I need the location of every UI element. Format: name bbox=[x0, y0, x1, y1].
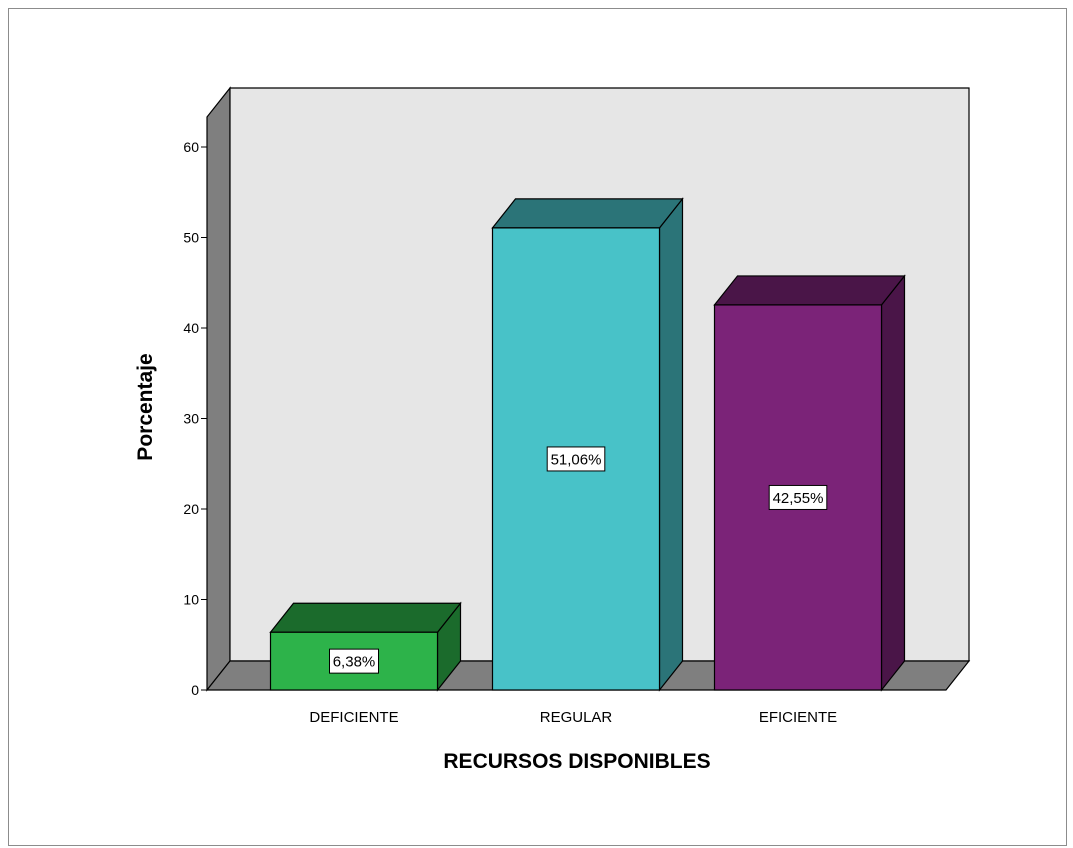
plot-side-wall bbox=[206, 86, 231, 692]
bar-side bbox=[880, 274, 906, 692]
data-label: 6,38% bbox=[333, 654, 376, 671]
bar-regular: 51,06% bbox=[491, 197, 684, 692]
y-tick-label: 0 bbox=[191, 682, 199, 698]
bar-deficiente: 6,38% bbox=[269, 601, 462, 692]
data-label: 42,55% bbox=[773, 490, 824, 507]
x-tick-label: DEFICIENTE bbox=[309, 709, 398, 726]
bar-eficiente: 42,55% bbox=[713, 274, 906, 692]
x-axis-title: RECURSOS DISPONIBLES bbox=[443, 750, 710, 773]
y-tick-label: 50 bbox=[183, 230, 199, 246]
x-axis: DEFICIENTE REGULAR EFICIENTE bbox=[309, 709, 837, 726]
data-label: 51,06% bbox=[551, 451, 602, 468]
data-label-box bbox=[546, 446, 606, 472]
bar-top bbox=[491, 198, 684, 229]
bar-top bbox=[269, 602, 462, 633]
y-axis-title: Porcentaje bbox=[134, 353, 157, 460]
x-tick-label: EFICIENTE bbox=[759, 709, 837, 726]
y-tick-label: 60 bbox=[183, 139, 199, 155]
data-label-box bbox=[329, 648, 379, 674]
data-label-box bbox=[768, 484, 828, 510]
bars: 6,38% 51,06% 42,55% bbox=[269, 197, 906, 692]
y-tick-label: 20 bbox=[183, 501, 199, 517]
x-tick-label: REGULAR bbox=[540, 709, 613, 726]
y-tick-label: 10 bbox=[183, 592, 199, 608]
bar-side bbox=[658, 197, 684, 692]
bar-top bbox=[713, 275, 906, 306]
y-tick-label: 30 bbox=[183, 411, 199, 427]
y-tick-label: 40 bbox=[183, 320, 199, 336]
y-axis: 0 10 20 30 40 50 60 bbox=[183, 139, 207, 698]
